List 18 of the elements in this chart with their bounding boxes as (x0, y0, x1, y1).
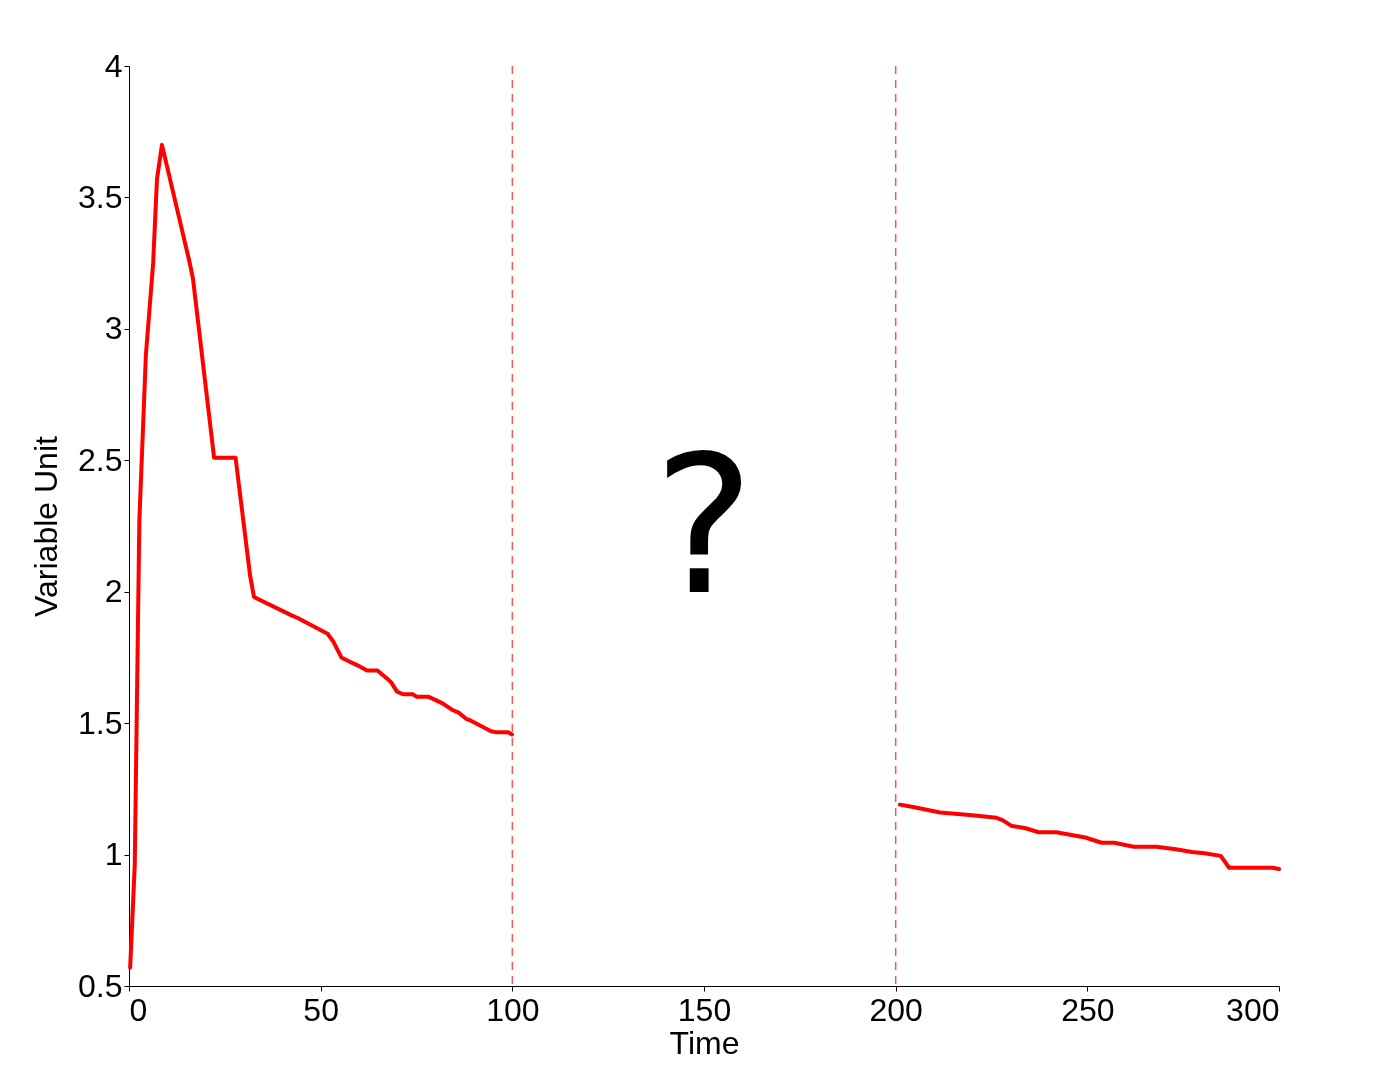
y-tick-label: 1.5 (78, 704, 123, 741)
y-tick-label: 2.5 (78, 441, 123, 478)
line-series (897, 802, 1281, 872)
y-tick-label: 3.5 (78, 178, 123, 215)
x-tick-label: 100 (486, 991, 540, 1028)
line-series (128, 142, 514, 970)
y-tick-label: 2 (104, 573, 123, 610)
x-tick-label: 0 (129, 991, 148, 1028)
x-tick-label: 50 (303, 991, 339, 1028)
y-axis-title: Variable Unit (28, 435, 65, 617)
y-tick-label: 4 (104, 47, 123, 84)
y-tick-label: 1 (104, 836, 123, 873)
x-tick-label: 250 (1061, 991, 1115, 1028)
annotation: ? (653, 416, 755, 638)
y-tick-label: 3 (104, 310, 123, 347)
x-tick-label: 200 (869, 991, 923, 1028)
y-tick-label: 0.5 (78, 967, 123, 1004)
x-tick-label: 300 (1226, 991, 1280, 1028)
